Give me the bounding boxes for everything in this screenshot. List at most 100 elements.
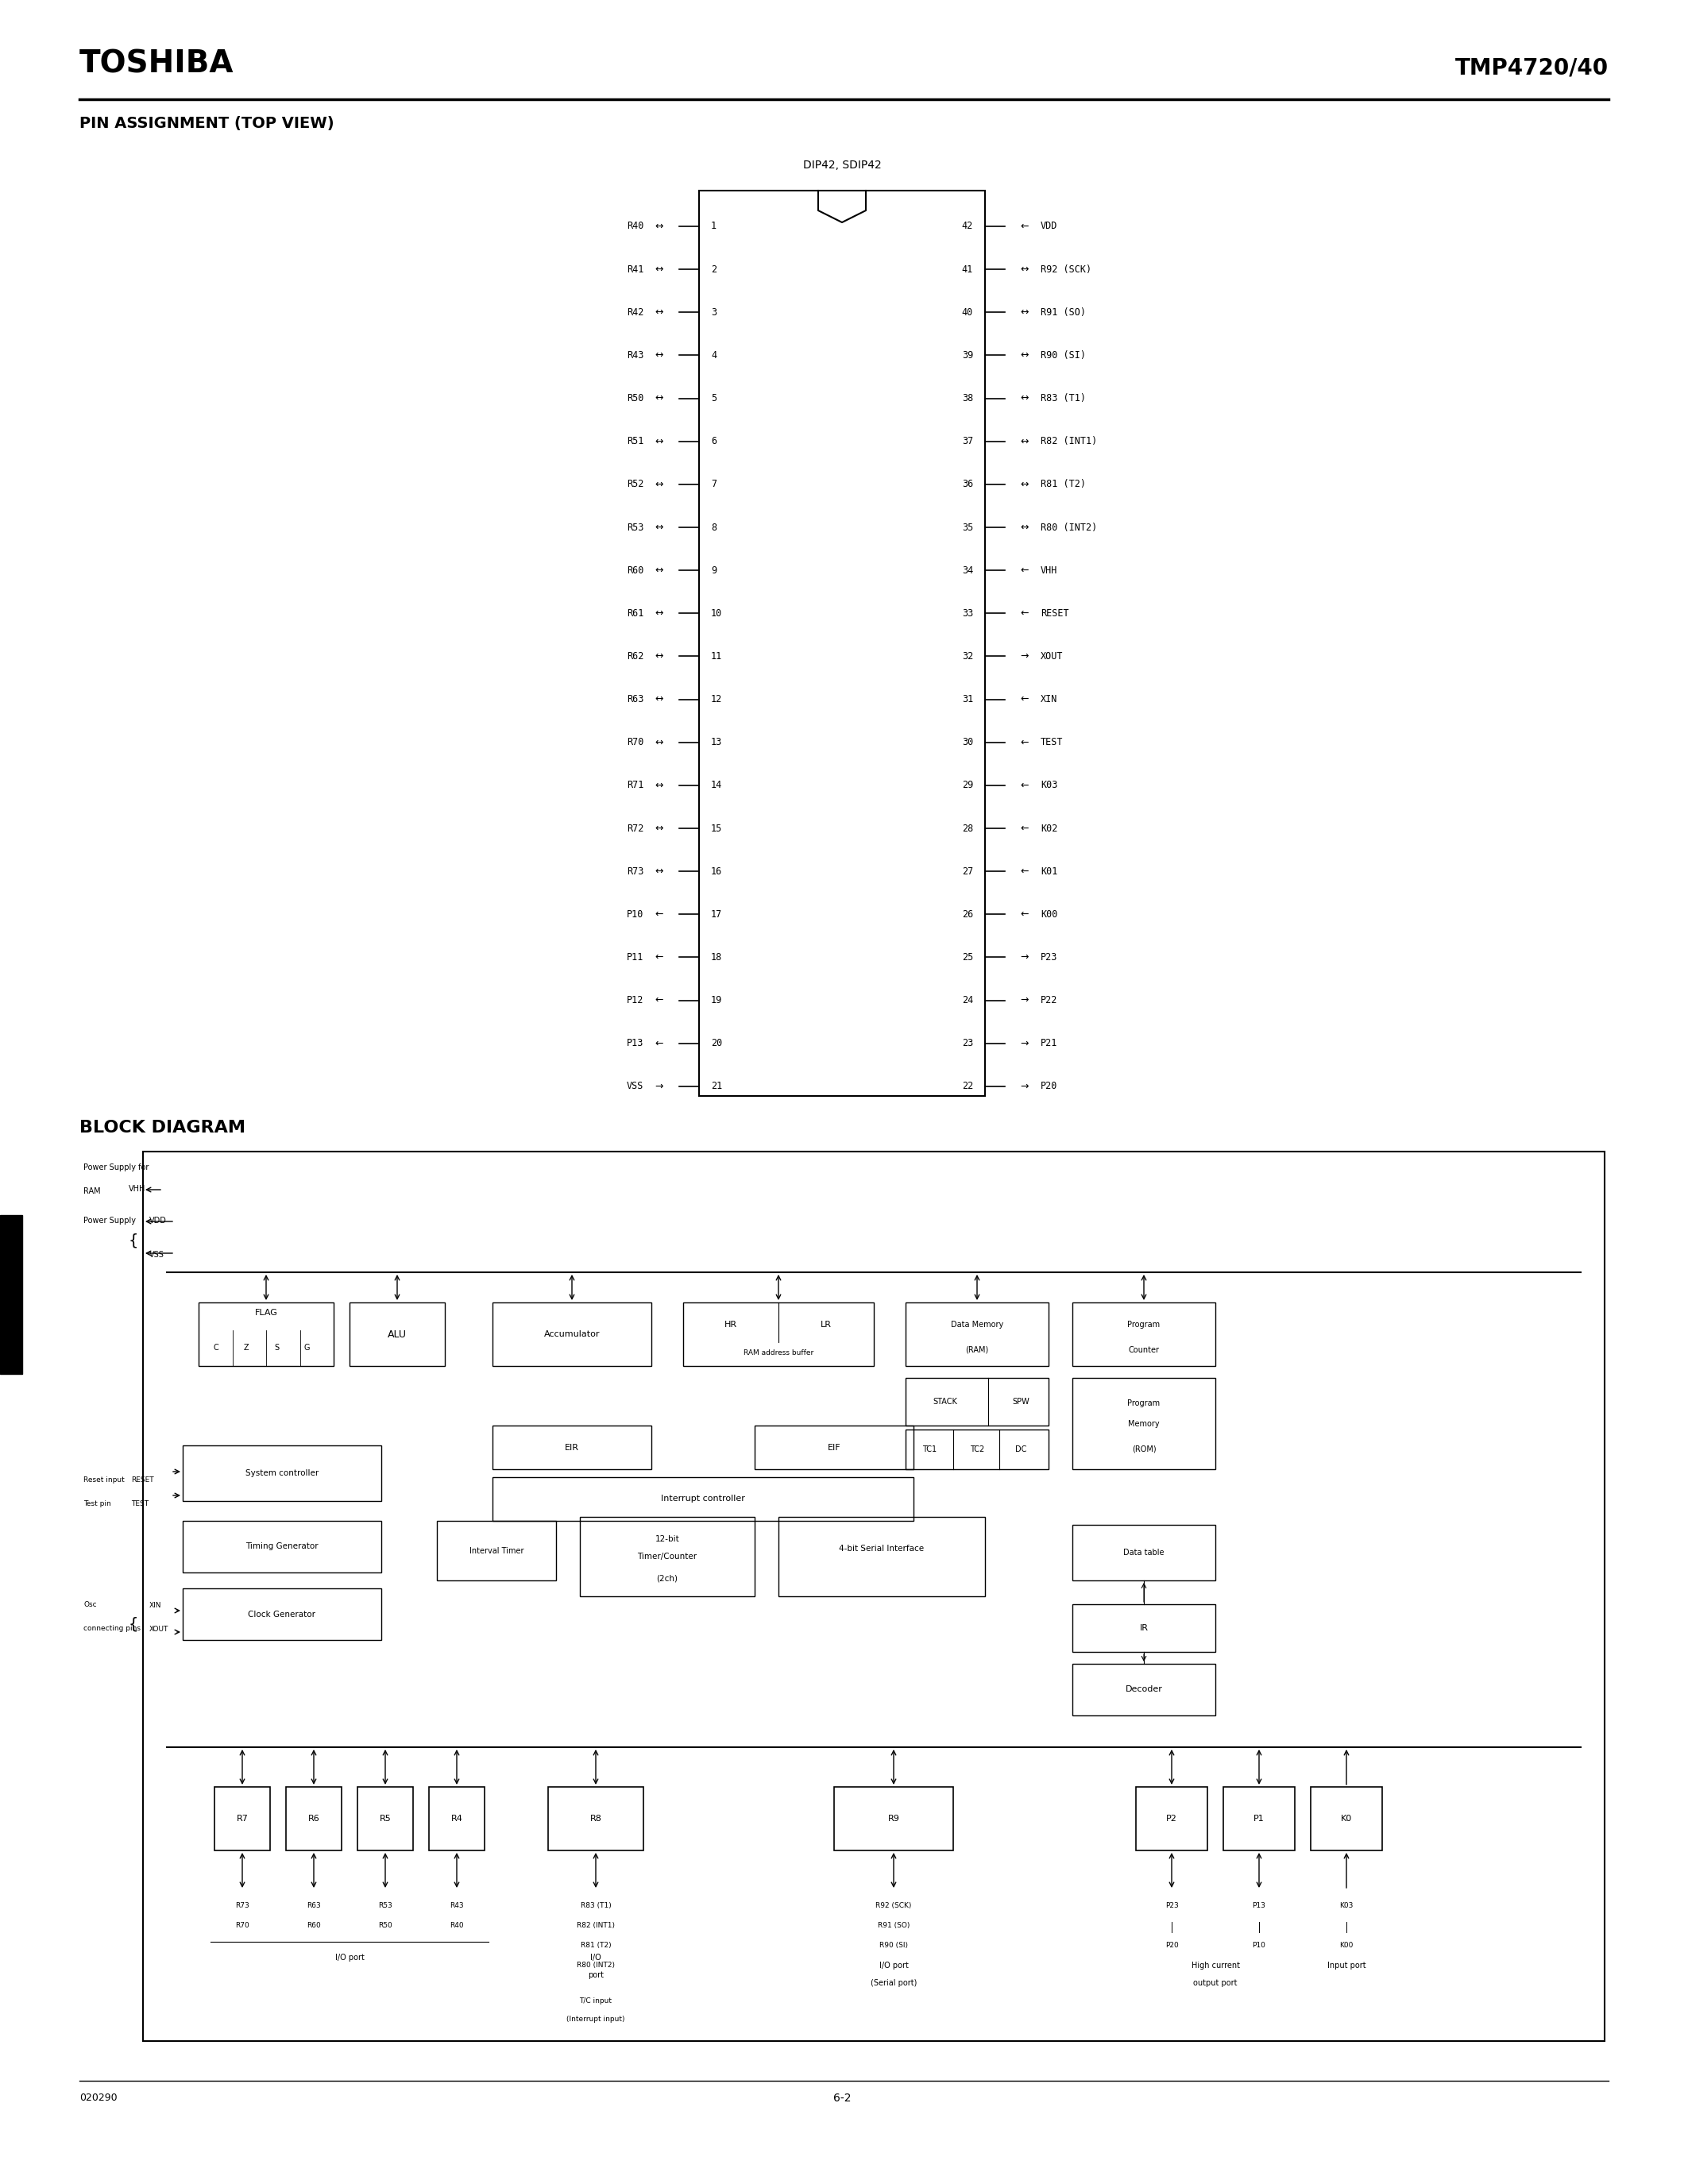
Bar (182, 1588, 381, 1640)
Text: R7: R7 (236, 1815, 248, 1824)
Text: 39: 39 (962, 349, 972, 360)
Text: High current: High current (1192, 1961, 1239, 1970)
Text: R73: R73 (626, 867, 643, 876)
Text: P22: P22 (1040, 996, 1058, 1005)
Text: 40: 40 (962, 308, 972, 317)
Text: 34: 34 (962, 566, 972, 577)
Text: IR: IR (1139, 1625, 1148, 1631)
Text: R82 (INT1): R82 (INT1) (1040, 437, 1097, 446)
Bar (1072, 1302, 1215, 1365)
Text: ↔: ↔ (655, 478, 663, 489)
Bar (1072, 1524, 1215, 1581)
Text: Program: Program (1128, 1400, 1160, 1406)
Bar (437, 1520, 555, 1581)
Text: Data table: Data table (1124, 1548, 1165, 1557)
Text: 17: 17 (711, 909, 722, 919)
Text: (RAM): (RAM) (966, 1345, 989, 1354)
Bar (493, 1476, 913, 1520)
Text: R61: R61 (626, 607, 643, 618)
Text: output port: output port (1193, 1979, 1237, 1987)
Text: R71: R71 (626, 780, 643, 791)
Text: 35: 35 (962, 522, 972, 533)
Text: 38: 38 (962, 393, 972, 404)
Text: P2: P2 (1166, 1815, 1177, 1824)
Bar (1072, 1664, 1215, 1714)
Text: 11: 11 (711, 651, 722, 662)
Text: ←: ← (655, 996, 663, 1005)
Text: 2: 2 (711, 264, 717, 275)
Text: 18: 18 (711, 952, 722, 963)
Text: 1: 1 (711, 221, 717, 232)
Text: 26: 26 (962, 909, 972, 919)
Text: ←: ← (1021, 221, 1030, 232)
Text: R50: R50 (626, 393, 643, 404)
Text: R53: R53 (626, 522, 643, 533)
Text: R40: R40 (626, 221, 643, 232)
Text: P13: P13 (626, 1037, 643, 1048)
Text: ←: ← (1021, 780, 1030, 791)
Text: K03: K03 (1040, 780, 1058, 791)
Text: DC: DC (1014, 1446, 1026, 1452)
Text: ↔: ↔ (655, 393, 663, 404)
Text: 33: 33 (962, 607, 972, 618)
Bar (581, 1518, 755, 1597)
Text: R43: R43 (449, 1902, 464, 1909)
Text: RAM address buffer: RAM address buffer (743, 1350, 814, 1356)
Text: 21: 21 (711, 1081, 722, 1092)
Text: R82 (INT1): R82 (INT1) (577, 1922, 614, 1928)
Text: TC1: TC1 (922, 1446, 937, 1452)
Text: RESET: RESET (1040, 607, 1069, 618)
Text: P13: P13 (1252, 1902, 1266, 1909)
Text: VDD: VDD (149, 1216, 167, 1225)
Text: 27: 27 (962, 867, 972, 876)
Text: Interrupt controller: Interrupt controller (662, 1496, 744, 1503)
Text: →: → (1021, 651, 1030, 662)
Text: R52: R52 (626, 478, 643, 489)
Text: ↔: ↔ (1021, 393, 1030, 404)
Text: →: → (1021, 1081, 1030, 1092)
Text: I/O port: I/O port (879, 1961, 908, 1970)
Text: ↔: ↔ (655, 651, 663, 662)
Text: 10: 10 (711, 607, 722, 618)
Text: ↔: ↔ (655, 522, 663, 533)
Text: TEST: TEST (1040, 738, 1063, 747)
Text: K03: K03 (1340, 1902, 1354, 1909)
Bar (199, 1302, 334, 1365)
Text: P23: P23 (1165, 1902, 1178, 1909)
Text: P12: P12 (626, 996, 643, 1005)
Text: K01: K01 (1040, 867, 1058, 876)
Text: K00: K00 (1040, 909, 1058, 919)
Bar (1072, 1605, 1215, 1651)
Text: VHH: VHH (1040, 566, 1058, 577)
Text: SPW: SPW (1013, 1398, 1030, 1406)
Text: R63: R63 (626, 695, 643, 705)
Text: 15: 15 (711, 823, 722, 834)
Text: DIP42, SDIP42: DIP42, SDIP42 (803, 159, 881, 170)
Text: R50: R50 (378, 1922, 392, 1928)
Text: R83 (T1): R83 (T1) (581, 1902, 611, 1909)
Text: R80 (INT2): R80 (INT2) (1040, 522, 1097, 533)
Text: ↔: ↔ (655, 264, 663, 275)
Text: ←: ← (1021, 867, 1030, 876)
Text: Osc: Osc (83, 1601, 96, 1607)
Text: XOUT: XOUT (149, 1627, 169, 1634)
Text: 23: 23 (962, 1037, 972, 1048)
Text: VSS: VSS (626, 1081, 643, 1092)
Text: connecting pins: connecting pins (83, 1625, 140, 1631)
Bar (493, 1426, 652, 1470)
Text: LR: LR (820, 1321, 832, 1328)
Text: Timer/Counter: Timer/Counter (638, 1553, 697, 1562)
Text: 19: 19 (711, 996, 722, 1005)
Text: Clock Generator: Clock Generator (248, 1610, 316, 1618)
Text: 22: 22 (962, 1081, 972, 1092)
Text: R9: R9 (888, 1815, 900, 1824)
Text: R5: R5 (380, 1815, 392, 1824)
Text: ↔: ↔ (655, 221, 663, 232)
Text: P23: P23 (1040, 952, 1058, 963)
Text: (Interrupt input): (Interrupt input) (567, 2016, 625, 2022)
Text: Timing Generator: Timing Generator (246, 1542, 319, 1551)
Text: 29: 29 (962, 780, 972, 791)
Text: ←: ← (655, 1037, 663, 1048)
Text: 6-2: 6-2 (834, 2092, 851, 2103)
Text: P11: P11 (626, 952, 643, 963)
